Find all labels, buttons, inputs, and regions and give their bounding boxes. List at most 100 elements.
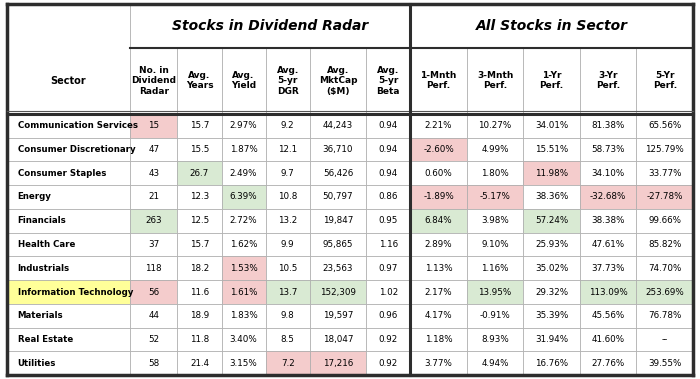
Bar	[524, 48, 580, 114]
Text: Information Technology: Information Technology	[18, 288, 133, 296]
Text: 13.2: 13.2	[278, 216, 298, 225]
Bar	[580, 161, 636, 185]
Bar	[7, 233, 130, 256]
Bar	[7, 209, 130, 233]
Bar	[580, 114, 636, 138]
Text: --: --	[662, 335, 668, 344]
Bar	[636, 304, 693, 328]
Bar	[7, 351, 130, 375]
Text: 33.77%: 33.77%	[648, 169, 682, 178]
Text: 4.94%: 4.94%	[482, 359, 509, 368]
Bar	[178, 256, 221, 280]
Text: Materials: Materials	[18, 311, 63, 320]
Text: 56,426: 56,426	[323, 169, 353, 178]
Bar	[130, 138, 178, 161]
Bar	[178, 185, 221, 209]
Bar	[130, 256, 178, 280]
Text: Avg.
Yield: Avg. Yield	[231, 71, 256, 90]
Text: 1.16%: 1.16%	[482, 264, 509, 273]
Bar	[366, 185, 410, 209]
Text: 1.61%: 1.61%	[230, 288, 258, 296]
Text: 4.17%: 4.17%	[425, 311, 452, 320]
Text: 52: 52	[148, 335, 160, 344]
Text: 0.60%: 0.60%	[425, 169, 452, 178]
Text: 5-Yr
Perf.: 5-Yr Perf.	[652, 71, 677, 90]
Text: 1.80%: 1.80%	[481, 169, 509, 178]
Bar	[130, 328, 178, 351]
Text: -2.60%: -2.60%	[424, 145, 454, 154]
Bar	[580, 209, 636, 233]
Text: Financials: Financials	[18, 216, 66, 225]
Bar	[7, 4, 130, 114]
Bar	[636, 328, 693, 351]
Text: 17,216: 17,216	[323, 359, 353, 368]
Bar	[467, 233, 524, 256]
Text: 0.96: 0.96	[379, 311, 398, 320]
Bar	[265, 351, 309, 375]
Text: -32.68%: -32.68%	[590, 193, 626, 201]
Bar	[366, 233, 410, 256]
Text: 9.2: 9.2	[281, 121, 295, 130]
Text: 2.17%: 2.17%	[425, 288, 452, 296]
Bar	[366, 304, 410, 328]
Text: 15: 15	[148, 121, 160, 130]
Text: 99.66%: 99.66%	[648, 216, 681, 225]
Bar	[410, 209, 467, 233]
Text: 35.02%: 35.02%	[535, 264, 568, 273]
Bar	[178, 48, 221, 114]
Text: Industrials: Industrials	[18, 264, 70, 273]
Bar	[265, 328, 309, 351]
Text: 31.94%: 31.94%	[535, 335, 568, 344]
Bar	[7, 280, 130, 304]
Bar	[178, 351, 221, 375]
Text: 4.99%: 4.99%	[482, 145, 509, 154]
Bar	[366, 328, 410, 351]
Text: 0.86: 0.86	[379, 193, 398, 201]
Bar	[636, 114, 693, 138]
Text: 37: 37	[148, 240, 160, 249]
Bar	[524, 233, 580, 256]
Text: 37.73%: 37.73%	[592, 264, 625, 273]
Text: 38.36%: 38.36%	[535, 193, 568, 201]
Text: 1.18%: 1.18%	[425, 335, 452, 344]
Bar	[524, 161, 580, 185]
Text: Avg.
Years: Avg. Years	[186, 71, 214, 90]
Text: 3.98%: 3.98%	[481, 216, 509, 225]
Bar	[410, 328, 467, 351]
Bar	[636, 256, 693, 280]
Bar	[7, 328, 130, 351]
Text: 26.7: 26.7	[190, 169, 209, 178]
Text: 29.32%: 29.32%	[535, 288, 568, 296]
Text: Health Care: Health Care	[18, 240, 75, 249]
Text: Real Estate: Real Estate	[18, 335, 73, 344]
Bar	[178, 114, 221, 138]
Text: 21: 21	[148, 193, 160, 201]
Bar	[221, 233, 265, 256]
Bar	[7, 304, 130, 328]
Text: 8.93%: 8.93%	[481, 335, 509, 344]
Text: 56: 56	[148, 288, 160, 296]
Bar	[467, 209, 524, 233]
Bar	[7, 185, 130, 209]
Text: 58.73%: 58.73%	[592, 145, 625, 154]
Text: 1-Mnth
Perf.: 1-Mnth Perf.	[421, 71, 456, 90]
Text: 38.38%: 38.38%	[592, 216, 625, 225]
Text: -5.17%: -5.17%	[480, 193, 510, 201]
Bar	[221, 256, 265, 280]
Text: 12.1: 12.1	[278, 145, 298, 154]
Text: 113.09%: 113.09%	[589, 288, 628, 296]
Text: No. in
Dividend
Radar: No. in Dividend Radar	[132, 66, 176, 96]
Bar	[524, 280, 580, 304]
Bar	[130, 185, 178, 209]
Bar	[130, 114, 178, 138]
Bar	[467, 161, 524, 185]
Bar	[467, 256, 524, 280]
Bar	[467, 185, 524, 209]
Bar	[309, 233, 366, 256]
Text: Utilities: Utilities	[18, 359, 56, 368]
Bar	[366, 209, 410, 233]
Bar	[580, 351, 636, 375]
Text: 253.69%: 253.69%	[645, 288, 684, 296]
Text: -27.78%: -27.78%	[647, 193, 683, 201]
Bar	[467, 280, 524, 304]
